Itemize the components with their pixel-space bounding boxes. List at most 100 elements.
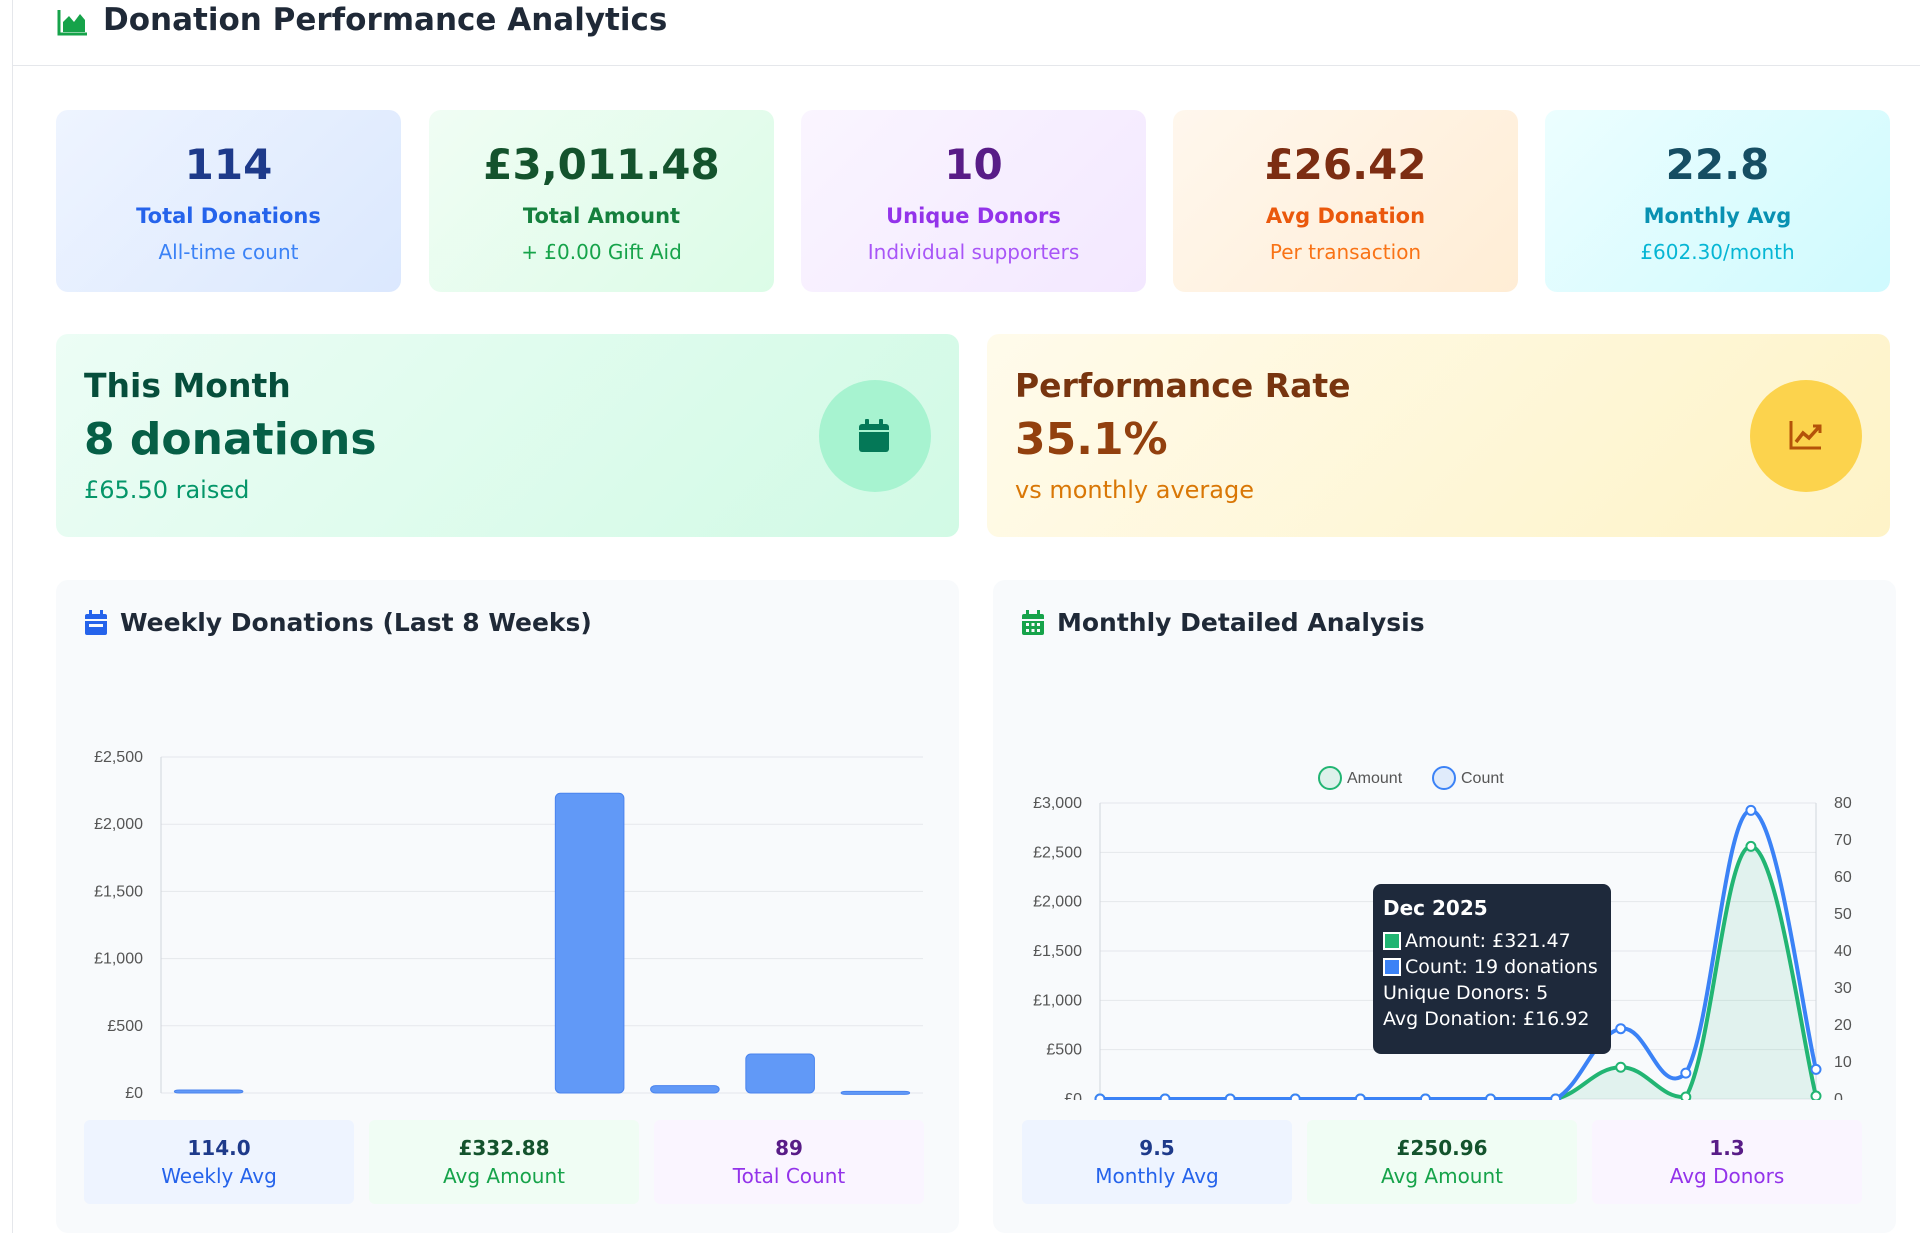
bar [840, 1090, 911, 1095]
y-left-tick-label: £2,500 [1033, 844, 1082, 861]
mini-label: Weekly Avg [161, 1164, 277, 1188]
data-point-count [1354, 1093, 1366, 1100]
weekly-total-count-card: 89 Total Count [654, 1120, 924, 1204]
stat-card-total-donations: 114 Total Donations All-time count [56, 110, 401, 292]
chart-line-icon [1789, 421, 1822, 450]
y-tick-label: £0 [125, 1085, 143, 1100]
weekly-panel-title: Weekly Donations (Last 8 Weeks) [120, 608, 592, 637]
data-point-count [1419, 1093, 1431, 1100]
legend-label: Amount [1347, 770, 1403, 787]
bar [650, 1085, 720, 1094]
y-left-tick-label: £1,000 [1033, 992, 1082, 1009]
data-point-amount [1615, 1061, 1627, 1073]
legend-label: Count [1461, 770, 1504, 787]
stat-sub: Per transaction [1269, 240, 1422, 265]
y-right-tick-label: 60 [1834, 869, 1852, 886]
stat-label: Total Amount [522, 204, 681, 229]
monthly-panel-header: Monthly Detailed Analysis [1021, 608, 1425, 637]
monthly-panel-title: Monthly Detailed Analysis [1057, 608, 1425, 637]
mini-label: Avg Amount [1381, 1164, 1503, 1188]
stat-card-total-amount: £3,011.48 Total Amount + £0.00 Gift Aid [429, 110, 774, 292]
mini-value: £332.88 [458, 1136, 550, 1160]
y-left-tick-label: £0 [1064, 1091, 1082, 1100]
stat-card-unique-donors: 10 Unique Donors Individual supporters [801, 110, 1146, 292]
data-point-count [1289, 1093, 1301, 1100]
y-left-tick-label: £2,000 [1033, 894, 1082, 911]
tooltip-amount: Amount: £321.47 [1405, 930, 1571, 952]
data-point-count [1680, 1067, 1692, 1079]
stat-card-monthly-avg: 22.8 Monthly Avg £602.30/month [1545, 110, 1890, 292]
mini-value: 114.0 [187, 1136, 251, 1160]
monthly-avg-card: 9.5 Monthly Avg [1022, 1120, 1292, 1204]
mini-value: 89 [775, 1136, 803, 1160]
y-left-tick-label: £500 [1046, 1042, 1082, 1059]
calendar-grid-icon [1022, 610, 1044, 635]
bar [554, 792, 625, 1094]
y-tick-label: £2,500 [94, 749, 143, 766]
weekly-panel-header: Weekly Donations (Last 8 Weeks) [84, 608, 592, 637]
legend-marker [1432, 766, 1456, 790]
stat-card-avg-donation: £26.42 Avg Donation Per transaction [1173, 110, 1518, 292]
tooltip-donors: Unique Donors: 5 [1383, 982, 1549, 1004]
weekly-avg-amount-card: £332.88 Avg Amount [369, 1120, 639, 1204]
stat-label: Avg Donation [1265, 204, 1426, 229]
y-tick-label: £1,000 [94, 951, 143, 968]
performance-value: 35.1% [1015, 414, 1168, 465]
tooltip-title: Dec 2025 [1383, 896, 1488, 920]
mini-label: Avg Amount [443, 1164, 565, 1188]
y-right-tick-label: 20 [1834, 1017, 1852, 1034]
mini-label: Monthly Avg [1095, 1164, 1219, 1188]
monthly-avg-donors-card: 1.3 Avg Donors [1592, 1120, 1862, 1204]
header-bar: Donation Performance Analytics [13, 0, 1920, 66]
amount-area [1100, 846, 1816, 1099]
dashboard-frame: Donation Performance Analytics [12, 0, 1920, 1233]
y-right-tick-label: 50 [1834, 906, 1852, 923]
y-tick-label: £2,000 [94, 816, 143, 833]
data-point-amount [1680, 1091, 1692, 1100]
stat-sub: All-time count [158, 240, 299, 265]
calendar-week-icon [85, 610, 107, 635]
data-point-count [1745, 804, 1757, 816]
monthly-avg-amount-card: £250.96 Avg Amount [1307, 1120, 1577, 1204]
this-month-icon-circle [819, 380, 931, 492]
this-month-card: This Month 8 donations £65.50 raised [56, 334, 959, 537]
data-point-count [1159, 1093, 1171, 1100]
legend-marker [1318, 766, 1342, 790]
stat-label: Total Donations [136, 204, 321, 229]
tooltip-avg: Avg Donation: £16.92 [1383, 1008, 1590, 1030]
data-point-count [1094, 1093, 1106, 1100]
y-right-tick-label: 0 [1834, 1091, 1843, 1100]
mini-value: £250.96 [1396, 1136, 1488, 1160]
data-point-count [1224, 1093, 1236, 1100]
data-point-count [1485, 1093, 1497, 1100]
y-right-tick-label: 80 [1834, 795, 1852, 812]
mini-label: Total Count [732, 1164, 846, 1188]
stat-value: £26.42 [1264, 140, 1427, 189]
area-chart-icon [57, 10, 87, 36]
tooltip-count-row: Count: 19 donations [1383, 956, 1601, 978]
mini-label: Avg Donors [1669, 1164, 1785, 1188]
this-month-sub: £65.50 raised [84, 476, 250, 504]
tooltip-count: Count: 19 donations [1405, 956, 1598, 978]
data-point-amount [1810, 1090, 1822, 1100]
y-right-tick-label: 10 [1834, 1054, 1852, 1071]
stat-sub: + £0.00 Gift Aid [521, 240, 682, 265]
y-tick-label: £500 [107, 1018, 143, 1035]
data-point-count [1615, 1023, 1627, 1035]
stat-value: 10 [944, 140, 1003, 189]
weekly-avg-card: 114.0 Weekly Avg [84, 1120, 354, 1204]
performance-icon-circle [1750, 380, 1862, 492]
monthly-line-chart: £0 £500 £1,000 £1,500 £2,000 £2,500 £3,000 0 10 2… [1033, 766, 1852, 1100]
stat-label: Monthly Avg [1643, 204, 1792, 229]
this-month-title: This Month [84, 366, 291, 405]
stat-sub: £602.30/month [1640, 240, 1795, 265]
y-tick-label: £1,500 [94, 883, 143, 900]
data-point-count [1550, 1093, 1562, 1100]
bar [745, 1053, 815, 1094]
data-point-amount [1745, 840, 1757, 852]
this-month-value: 8 donations [84, 414, 377, 465]
y-right-tick-label: 30 [1834, 980, 1852, 997]
y-right-tick-label: 70 [1834, 832, 1852, 849]
bar [173, 1089, 244, 1094]
page-title: Donation Performance Analytics [103, 2, 668, 38]
